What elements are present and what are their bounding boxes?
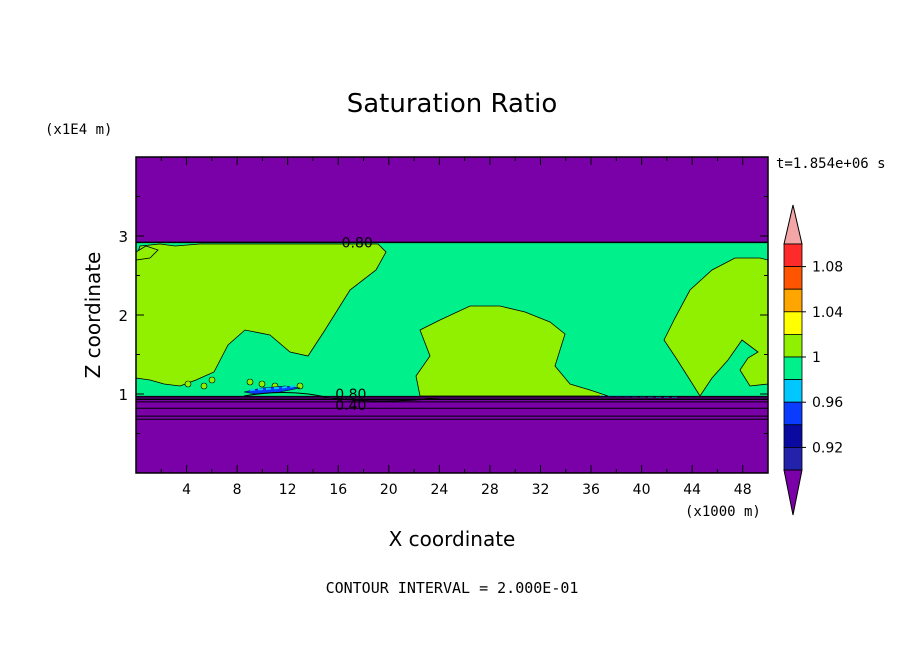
- x-axis-title: X coordinate: [389, 527, 516, 551]
- colorbar-swatch: [783, 356, 803, 381]
- colorbar-swatch: [783, 333, 803, 358]
- x-axis-ticks: 4 8 12 16 20 24 28 32 36 40 44 48: [160, 157, 752, 498]
- x-tick-label: 4: [182, 482, 191, 498]
- y-tick-label: 3: [118, 228, 128, 246]
- cloud-bubble: [184, 380, 192, 388]
- x-tick-label: 28: [481, 482, 499, 498]
- cyan-streak: [249, 385, 297, 391]
- cloud-bubble: [208, 376, 216, 384]
- colorbar-swatch: [783, 311, 803, 335]
- colorbar-swatch: [783, 424, 803, 448]
- y-tick-label: 1: [118, 386, 128, 404]
- contour-labels: 0.800.800.40: [335, 235, 372, 414]
- x-tick-label: 44: [683, 482, 701, 498]
- cloud-bubble: [200, 382, 208, 390]
- x-tick-label: 12: [279, 482, 297, 498]
- x-tick-label: 48: [734, 482, 752, 498]
- x-unit-label: (x1000 m): [685, 504, 761, 520]
- colorbar-tick-label: 1: [812, 350, 821, 366]
- contour-field: [135, 157, 769, 473]
- x-tick-label: 16: [329, 482, 347, 498]
- colorbar-swatch: [783, 266, 803, 290]
- colorbar-bottom-arrow: [783, 469, 803, 516]
- cloud-bubble: [258, 380, 266, 388]
- y-axis-title: Z coordinate: [81, 252, 105, 379]
- supersaturated-patch: [415, 305, 609, 397]
- colorbar-swatch: [783, 288, 803, 313]
- cloud-bubble: [246, 378, 254, 386]
- contour-interval-footer: CONTOUR INTERVAL = 2.000E-01: [326, 579, 579, 597]
- colorbar-swatch: [783, 243, 803, 268]
- x-tick-label: 36: [582, 482, 600, 498]
- x-tick-label: 24: [430, 482, 448, 498]
- contour-label: 0.80: [342, 235, 373, 251]
- colorbar-tick-label: 0.96: [812, 395, 843, 411]
- x-tick-label: 32: [532, 482, 550, 498]
- x-tick-label: 40: [633, 482, 651, 498]
- colorbar-tick-label: 0.92: [812, 440, 843, 456]
- y-axis-ticks: 1 2 3: [118, 196, 768, 434]
- colorbar-top-arrow: [783, 204, 803, 245]
- colorbar-tick-label: 1.04: [812, 305, 843, 321]
- colorbar-tick-label: 1.08: [812, 260, 843, 276]
- colorbar-swatch: [783, 446, 803, 471]
- x-tick-label: 20: [380, 482, 398, 498]
- colorbar: 1.08 1.04 1 0.96 0.92: [783, 204, 843, 516]
- chart-title: Saturation Ratio: [347, 89, 558, 119]
- supersaturated-patch: [135, 243, 387, 387]
- contour-line: [243, 391, 441, 402]
- colorbar-swatch: [783, 401, 803, 426]
- contour-label: 0.40: [335, 398, 366, 414]
- x-tick-label: 8: [233, 482, 242, 498]
- colorbar-swatch: [783, 379, 803, 403]
- contour-label: 0.80: [335, 387, 366, 403]
- time-label: t=1.854e+06 s: [776, 156, 886, 172]
- y-unit-label: (x1E4 m): [45, 122, 112, 138]
- y-tick-label: 2: [118, 307, 128, 325]
